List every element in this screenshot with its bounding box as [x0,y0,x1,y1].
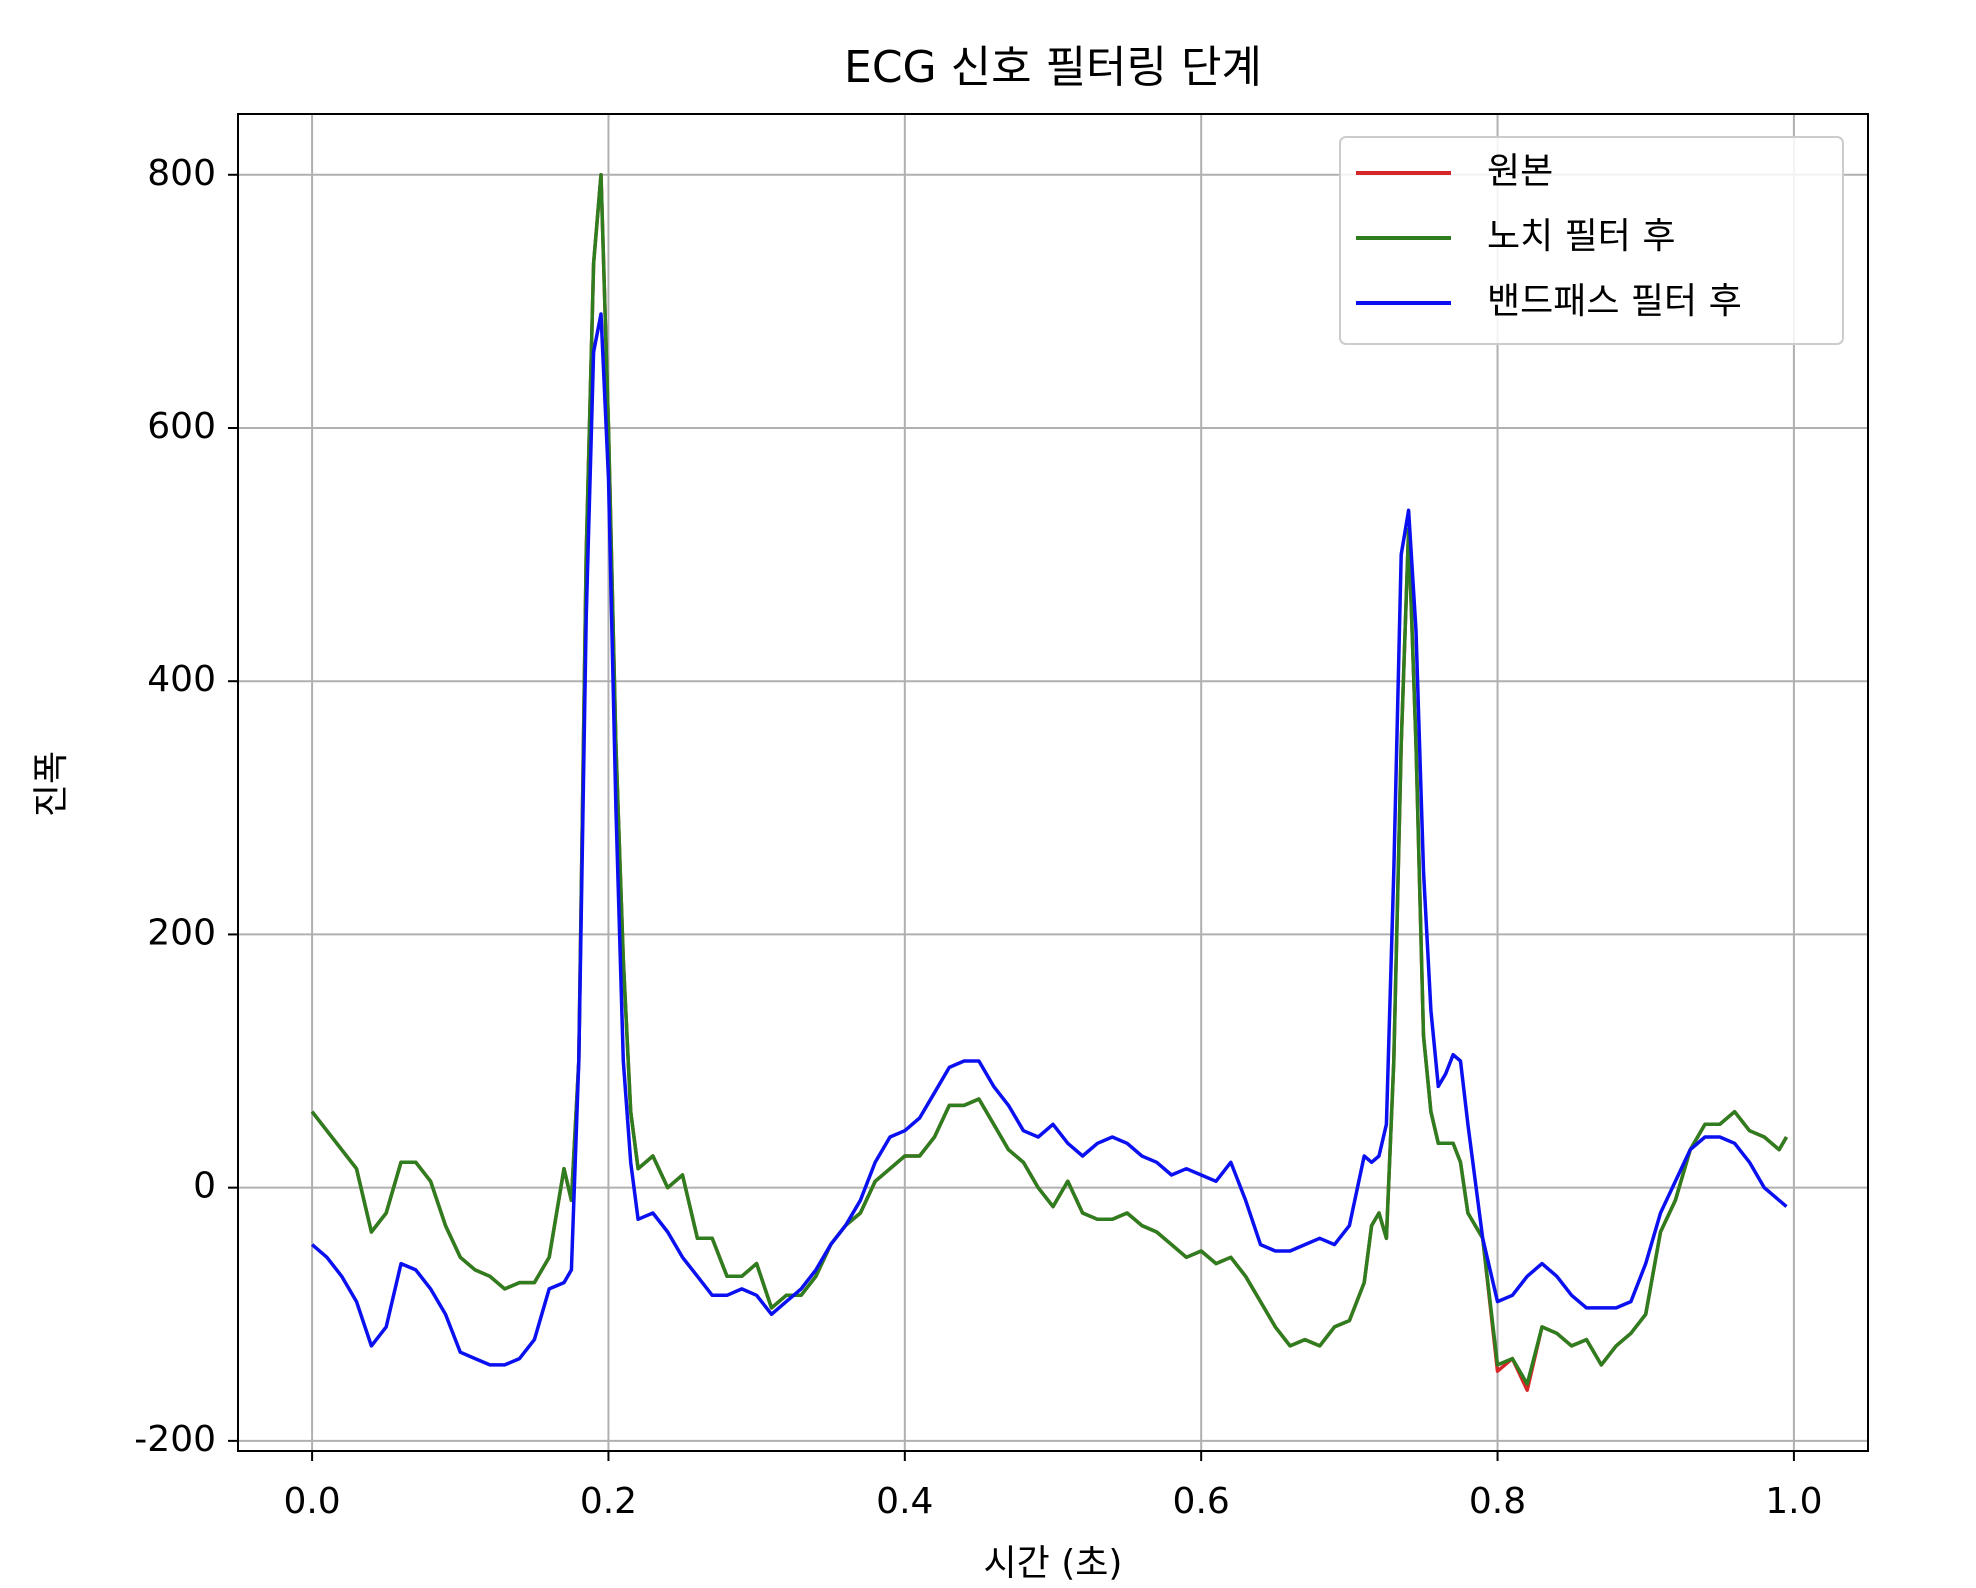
x-tick-label: 0.4 [876,1481,933,1522]
legend-label: 원본 [1487,151,1553,192]
series-line [310,173,1789,1392]
x-tick-label: 0.8 [1469,1481,1526,1522]
y-tick-label: 200 [147,912,216,953]
chart-title: ECG 신호 필터링 단계 [844,42,1262,93]
legend-label: 밴드패스 필터 후 [1487,281,1742,322]
series-line [310,173,1789,1386]
x-tick-label: 0.6 [1173,1481,1230,1522]
x-tick-label: 1.0 [1765,1481,1822,1522]
series-line [310,312,1788,1367]
legend-box [1339,136,1844,345]
x-tick-label: 0.0 [283,1481,340,1522]
y-tick-label: 400 [147,659,216,700]
x-tick-label: 0.2 [580,1481,637,1522]
y-tick-label: -200 [134,1419,216,1460]
y-tick-label: 800 [147,153,216,194]
y-axis-label: 진폭 [31,751,72,817]
y-tick-label: 0 [193,1166,216,1207]
x-axis-label: 시간 (초) [984,1543,1123,1584]
legend-label: 노치 필터 후 [1487,216,1676,257]
plot-frame [237,113,1869,1452]
y-tick-label: 600 [147,406,216,447]
